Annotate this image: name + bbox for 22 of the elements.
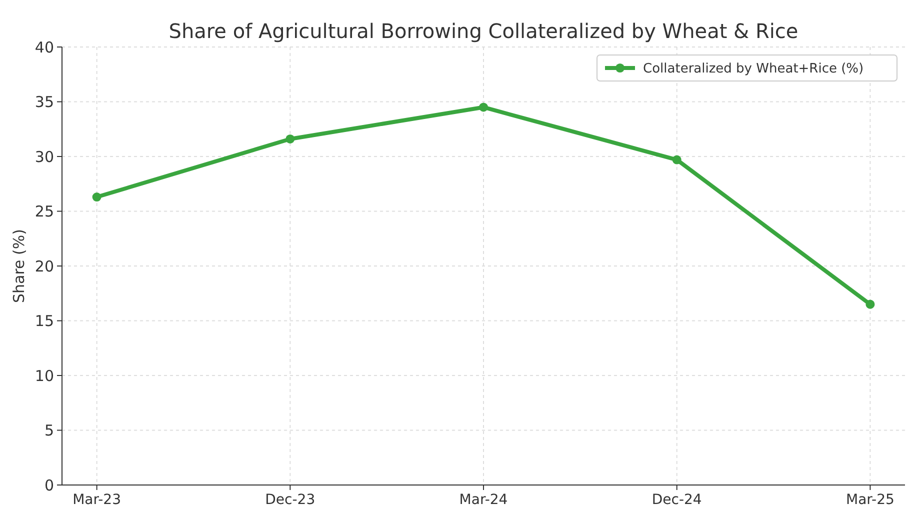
point: [672, 155, 682, 164]
point: [478, 102, 488, 112]
chart-title: Share of Agricultural Borrowing Collateralized by Wheat & Rice: [168, 19, 798, 43]
x-tick-label: Mar-23: [72, 492, 121, 508]
y-tick-label: 15: [34, 312, 54, 330]
x-tick-label: Dec-24: [652, 492, 702, 508]
point: [866, 300, 875, 309]
y-axis-title: Share (%): [10, 228, 28, 304]
y-tick-label: 25: [34, 202, 54, 220]
y-tick-label: 20: [34, 257, 54, 276]
legend-label: Collateralized by Wheat+Rice (%): [643, 62, 864, 77]
y-tick-label: 5: [44, 422, 54, 440]
y-tick-label: 10: [34, 366, 54, 385]
point: [92, 192, 102, 202]
y-tick-label: 0: [44, 476, 54, 494]
x-tick-label: Dec-23: [265, 492, 316, 508]
point: [286, 134, 295, 144]
y-tick-label: 40: [34, 38, 54, 56]
x-tick-label: Mar-24: [459, 492, 508, 508]
y-tick-label: 30: [34, 148, 54, 166]
x-tick-label: Mar-25: [846, 492, 894, 508]
y-tick-label: 35: [34, 93, 54, 111]
